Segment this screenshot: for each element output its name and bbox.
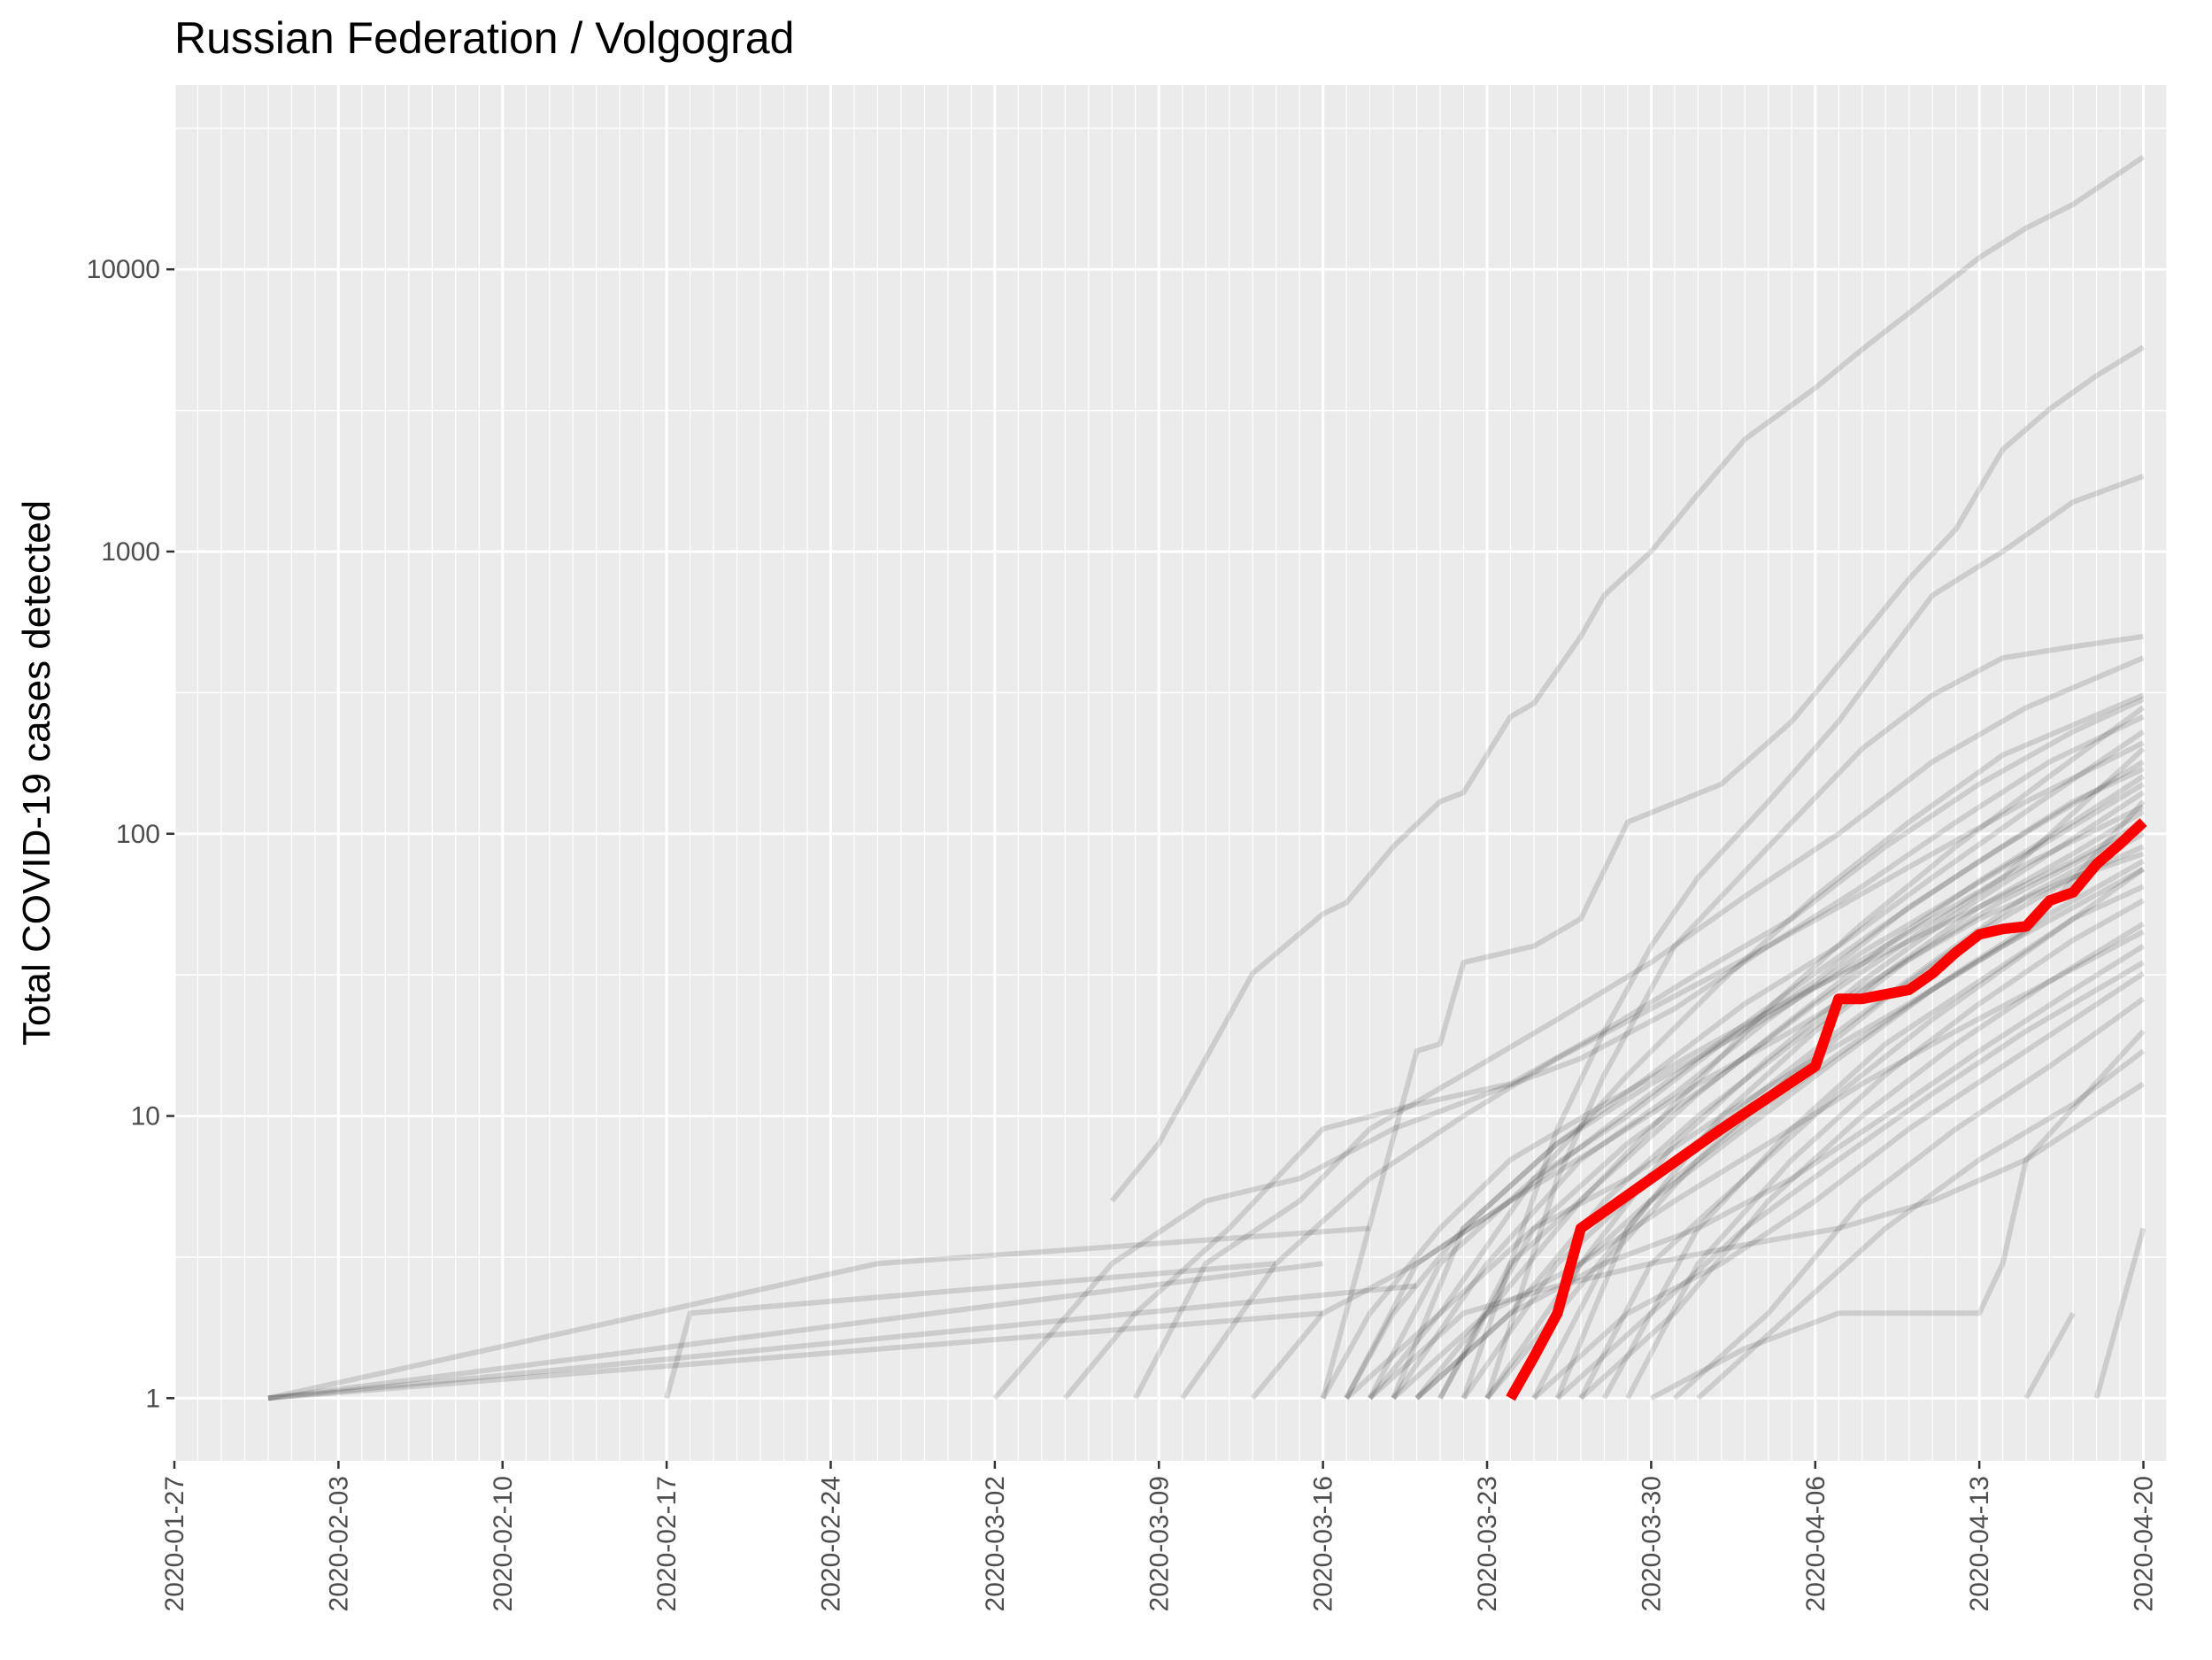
series-line [1109,154,2146,1203]
series-line [1133,655,2145,1400]
series-line [1696,1048,2146,1401]
series-line [1367,759,2146,1400]
x-tick-label: 2020-03-23 [1473,1476,1502,1611]
background-series [267,154,2146,1401]
series-line [1672,996,2146,1401]
y-tick-label: 100 [116,820,160,849]
x-tick-label: 2020-03-09 [1145,1476,1174,1611]
x-tick-label: 2020-04-13 [1965,1476,1994,1611]
series-line [1461,473,2145,1400]
series-line [267,1225,1370,1401]
series-line [1531,844,2145,1400]
x-tick-label: 2020-01-27 [160,1476,189,1611]
x-tick-label: 2020-02-24 [817,1476,846,1611]
highlight-line [1506,818,2147,1401]
series-line [1368,692,2145,1401]
series-line [1344,766,2145,1400]
series-line [1437,746,2146,1400]
y-tick-label: 10 [131,1102,160,1131]
series-line [1649,1081,2146,1401]
series-line [1320,819,2145,1400]
series-line [1484,799,2146,1401]
x-tick-label: 2020-03-02 [981,1476,1010,1611]
y-tick-label: 10000 [87,255,160,284]
series-line [1507,790,2146,1400]
series-line [1414,705,2146,1401]
series-line [1484,633,2144,1400]
highlight-series [1506,818,2147,1401]
series-line [1368,1029,2146,1401]
plot-panel [174,85,2167,1461]
series-line [1062,696,2145,1401]
series-line [267,1310,1323,1401]
x-tick-label: 2020-03-30 [1637,1476,1666,1611]
series-line [1180,740,2145,1401]
series-line [267,1283,1417,1401]
series-line [1531,970,2146,1401]
series-line [2093,1227,2146,1400]
series-line [1320,344,2146,1400]
series-line [1391,782,2146,1401]
y-tick-label: 1000 [101,537,160,567]
series-line [1555,960,2146,1401]
x-tick-label: 2020-02-10 [489,1476,518,1611]
x-axis: 2020-01-27 2020-02-03 2020-02-10 2020-02-17… [160,1461,2159,1611]
series-line [992,714,2145,1401]
minor-gridlines [173,85,2168,1461]
series-line [267,1261,1323,1401]
series-line [1344,729,2146,1400]
series-line [1601,884,2145,1400]
x-tick-label: 2020-03-16 [1309,1476,1338,1611]
series-line [1578,921,2146,1401]
series-line [1391,804,2145,1400]
series-line [1345,866,2145,1401]
series-line [1625,898,2145,1400]
series-line [1437,774,2146,1400]
series-line [1554,825,2145,1400]
y-tick-label: 1 [145,1384,160,1413]
x-tick-label: 2020-04-20 [2130,1476,2159,1611]
x-tick-label: 2020-02-17 [652,1476,682,1611]
series-line [1578,867,2146,1400]
y-axis: 1 10 100 1000 10000 [87,255,174,1413]
series-line [1391,929,2145,1401]
x-tick-label: 2020-02-03 [324,1476,353,1611]
chart-title: Russian Federation / Volgograd [174,13,794,63]
series-line [1414,808,2146,1401]
series-line [1250,851,2145,1401]
series-line [1414,944,2146,1401]
major-gridlines [173,85,2167,1461]
x-tick-label: 2020-04-06 [1801,1476,1830,1611]
series-line [664,1261,1276,1400]
y-axis-label: Total COVID-19 cases detected [15,500,58,1046]
series-line [2023,1311,2076,1400]
